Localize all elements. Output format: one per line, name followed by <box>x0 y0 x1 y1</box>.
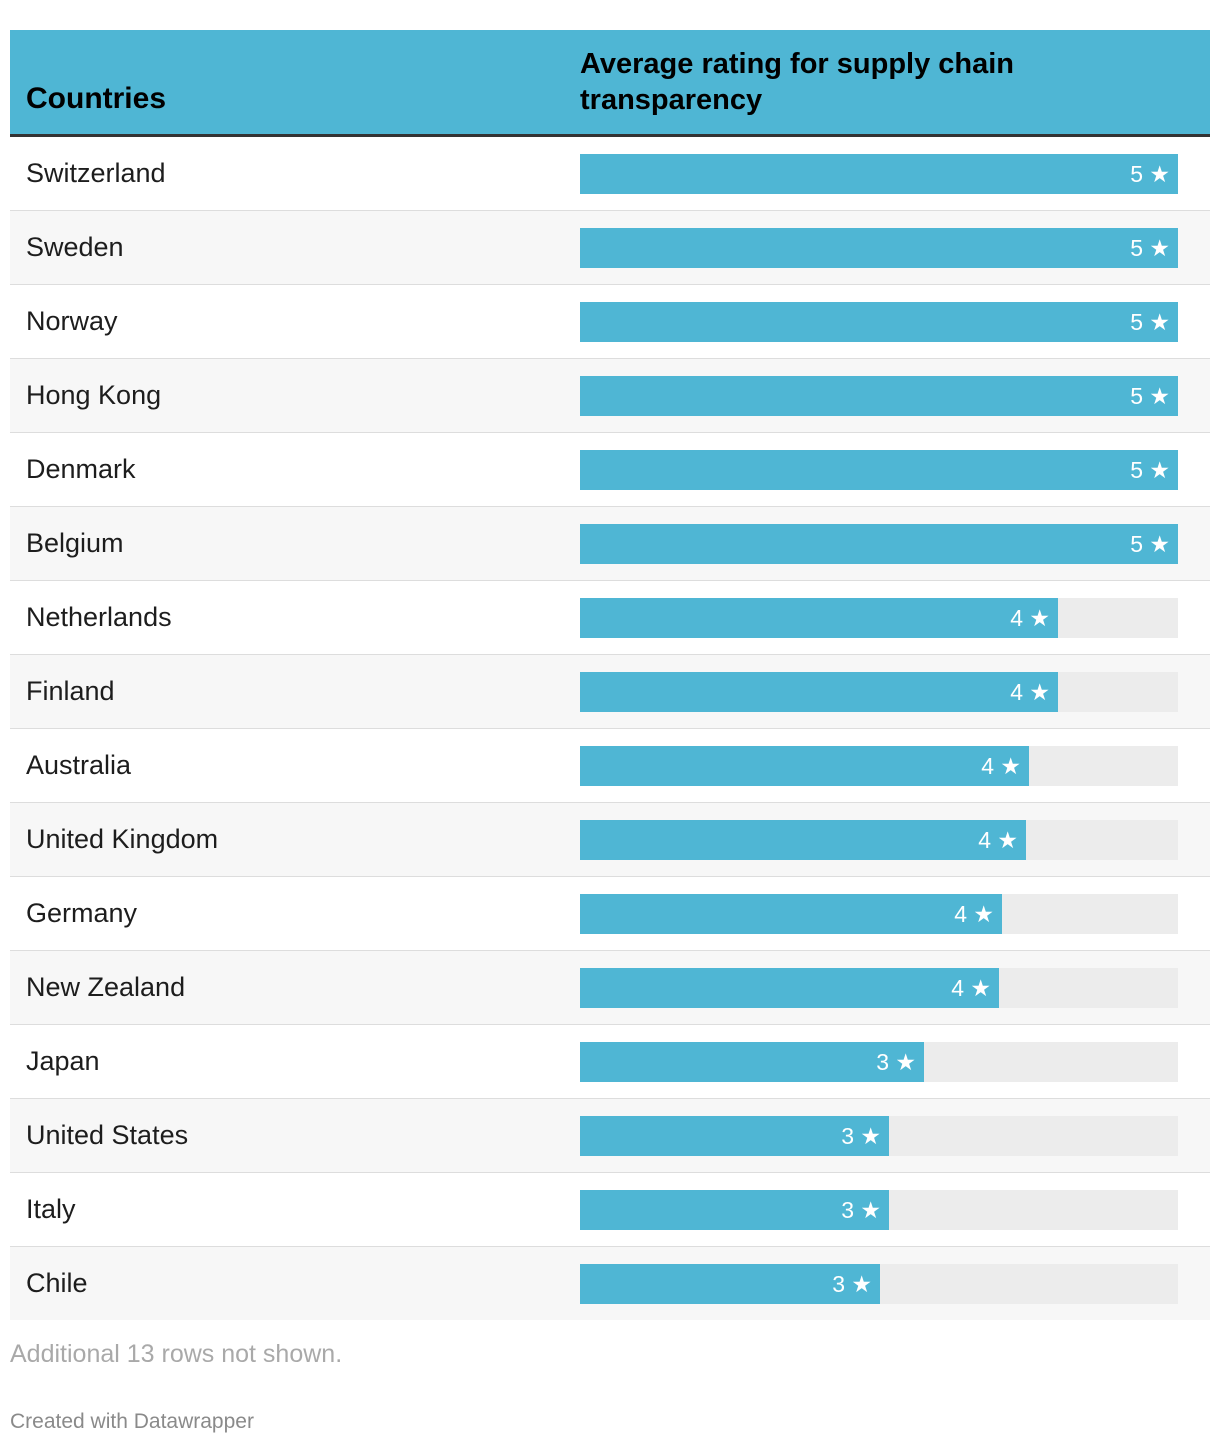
rating-bar-track: 3 ★ <box>580 1264 1178 1304</box>
rating-bar: 5 ★ <box>580 524 1178 564</box>
table-notes: Additional 13 rows not shown. <box>10 1340 343 1368</box>
rating-bar: 5 ★ <box>580 302 1178 342</box>
table-row: Italy 3 ★ <box>10 1173 1210 1247</box>
country-cell: Denmark <box>26 454 136 484</box>
rating-label: 5 ★ <box>1130 531 1170 557</box>
country-cell: Germany <box>26 898 138 928</box>
country-cell: New Zealand <box>26 972 186 1002</box>
rating-label: 5 ★ <box>1130 161 1170 187</box>
rating-bar: 3 ★ <box>580 1190 889 1230</box>
rating-label: 4 ★ <box>951 975 991 1001</box>
country-cell: Belgium <box>26 528 124 558</box>
rating-bar: 3 ★ <box>580 1042 924 1082</box>
rating-label: 4 ★ <box>1010 679 1050 705</box>
rating-bar: 4 ★ <box>580 820 1026 860</box>
rating-label: 3 ★ <box>832 1271 872 1297</box>
table-row: United States 3 ★ <box>10 1099 1210 1173</box>
rating-bar-track: 5 ★ <box>580 450 1178 490</box>
rating-label: 5 ★ <box>1130 457 1170 483</box>
rating-bar-track: 5 ★ <box>580 524 1178 564</box>
rating-label: 3 ★ <box>841 1123 881 1149</box>
rating-bar-track: 5 ★ <box>580 228 1178 268</box>
rating-bar-track: 3 ★ <box>580 1190 1178 1230</box>
country-cell: Finland <box>26 676 115 706</box>
rating-bar-track: 4 ★ <box>580 598 1178 638</box>
country-cell: United States <box>26 1120 189 1150</box>
column-header-countries[interactable]: Countries <box>26 82 167 115</box>
country-cell: Switzerland <box>26 158 166 188</box>
rating-bar-track: 5 ★ <box>580 376 1178 416</box>
rating-bar-track: 5 ★ <box>580 154 1178 194</box>
rating-bar: 4 ★ <box>580 968 999 1008</box>
ratings-table: Countries Average rating for supply chai… <box>10 30 1210 1320</box>
country-cell: Netherlands <box>26 602 172 632</box>
table-row: United Kingdom 4 ★ <box>10 803 1210 877</box>
rating-label: 5 ★ <box>1130 235 1170 261</box>
table-row: Belgium 5 ★ <box>10 507 1210 581</box>
rating-bar: 5 ★ <box>580 228 1178 268</box>
credit-line: Created with Datawrapper <box>10 1410 254 1433</box>
table-row: Switzerland 5 ★ <box>10 137 1210 211</box>
table-row: Sweden 5 ★ <box>10 211 1210 285</box>
rating-bar: 4 ★ <box>580 746 1029 786</box>
table-row: Japan 3 ★ <box>10 1025 1210 1099</box>
rating-label: 3 ★ <box>876 1049 916 1075</box>
country-cell: Australia <box>26 750 132 780</box>
table-row: Chile 3 ★ <box>10 1247 1210 1320</box>
rating-bar: 4 ★ <box>580 894 1002 934</box>
table-row: Netherlands 4 ★ <box>10 581 1210 655</box>
rating-bar-track: 4 ★ <box>580 894 1178 934</box>
rating-bar: 5 ★ <box>580 154 1178 194</box>
rating-bar-track: 5 ★ <box>580 302 1178 342</box>
rating-label: 3 ★ <box>841 1197 881 1223</box>
table-row: Finland 4 ★ <box>10 655 1210 729</box>
country-cell: United Kingdom <box>26 824 219 854</box>
rating-bar: 4 ★ <box>580 598 1058 638</box>
table-row: New Zealand 4 ★ <box>10 951 1210 1025</box>
rating-label: 4 ★ <box>978 827 1018 853</box>
rating-bar: 5 ★ <box>580 450 1178 490</box>
table-body: Switzerland 5 ★ Sweden 5 ★ Norway 5 ★ Hong Kon… <box>10 137 1210 1320</box>
country-cell: Chile <box>26 1268 88 1298</box>
table-row: Hong Kong 5 ★ <box>10 359 1210 433</box>
rating-bar: 4 ★ <box>580 672 1058 712</box>
country-cell: Japan <box>26 1046 100 1076</box>
rating-bar-track: 3 ★ <box>580 1042 1178 1082</box>
rating-bar: 5 ★ <box>580 376 1178 416</box>
rating-bar-track: 4 ★ <box>580 968 1178 1008</box>
country-cell: Hong Kong <box>26 380 162 410</box>
table-row: Australia 4 ★ <box>10 729 1210 803</box>
table-row: Germany 4 ★ <box>10 877 1210 951</box>
rating-bar: 3 ★ <box>580 1116 889 1156</box>
country-cell: Norway <box>26 306 118 336</box>
rating-label: 4 ★ <box>954 901 994 927</box>
rating-label: 5 ★ <box>1130 309 1170 335</box>
rating-bar-track: 4 ★ <box>580 746 1178 786</box>
column-header-rating[interactable]: Average rating for supply chain transpar… <box>580 48 1015 116</box>
country-cell: Sweden <box>26 232 124 262</box>
rating-label: 5 ★ <box>1130 383 1170 409</box>
rating-bar: 3 ★ <box>580 1264 880 1304</box>
rating-bar-track: 4 ★ <box>580 820 1178 860</box>
table-row: Denmark 5 ★ <box>10 433 1210 507</box>
rating-bar-track: 3 ★ <box>580 1116 1178 1156</box>
table-header: Countries Average rating for supply chai… <box>10 30 1210 137</box>
rating-label: 4 ★ <box>981 753 1021 779</box>
table-row: Norway 5 ★ <box>10 285 1210 359</box>
rating-label: 4 ★ <box>1010 605 1050 631</box>
rating-bar-track: 4 ★ <box>580 672 1178 712</box>
country-cell: Italy <box>26 1194 76 1224</box>
